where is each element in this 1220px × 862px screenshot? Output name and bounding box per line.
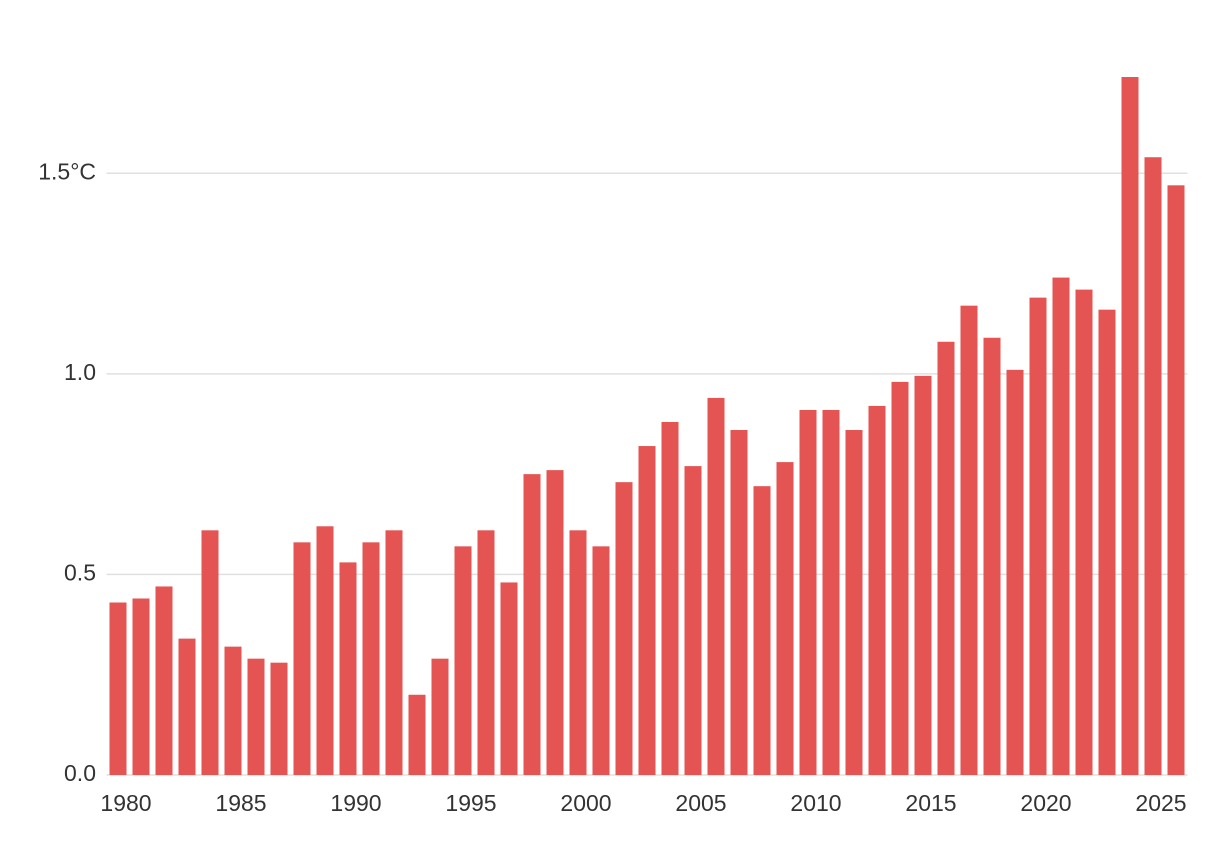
- bar: [1006, 369, 1024, 775]
- x-tick-label: 2025: [1135, 790, 1186, 816]
- bar: [1098, 309, 1116, 775]
- bar: [500, 582, 518, 775]
- bar: [707, 397, 725, 775]
- bar: [109, 602, 127, 775]
- bar: [776, 462, 794, 775]
- bar: [431, 658, 449, 775]
- bar: [684, 466, 702, 775]
- bar: [937, 341, 955, 775]
- bar: [546, 470, 564, 775]
- bar: [132, 598, 150, 775]
- x-tick-label: 1985: [215, 790, 266, 816]
- bar: [523, 474, 541, 775]
- x-tick-label: 2010: [790, 790, 841, 816]
- bar: [362, 542, 380, 775]
- x-tick-label: 1990: [330, 790, 381, 816]
- bar: [293, 542, 311, 775]
- x-tick-label: 1980: [100, 790, 151, 816]
- x-tick-label: 2020: [1020, 790, 1071, 816]
- bar: [822, 409, 840, 775]
- y-tick-label: 1.0: [64, 359, 96, 385]
- bar: [201, 530, 219, 775]
- bar: [753, 486, 771, 775]
- x-tick-label: 2000: [560, 790, 611, 816]
- bar: [661, 421, 679, 775]
- bar: [914, 375, 932, 775]
- bar: [477, 530, 495, 775]
- bar: [454, 546, 472, 775]
- bar: [1167, 185, 1185, 775]
- x-tick-label: 2005: [675, 790, 726, 816]
- bar: [638, 446, 656, 775]
- bar: [1075, 289, 1093, 775]
- bar: [155, 586, 173, 775]
- y-tick-label: 1.5°C: [38, 158, 96, 184]
- bar: [891, 381, 909, 775]
- bar: [224, 646, 242, 775]
- bar: [385, 530, 403, 775]
- bar: [845, 430, 863, 775]
- bar: [408, 694, 426, 775]
- bar: [270, 662, 288, 775]
- bar: [1029, 297, 1047, 775]
- bar: [592, 546, 610, 775]
- bar: [339, 562, 357, 775]
- x-tick-label: 1995: [445, 790, 496, 816]
- bar: [983, 337, 1001, 775]
- bar: [316, 526, 334, 775]
- bar: [1121, 77, 1139, 776]
- bar: [569, 530, 587, 775]
- bar: [178, 638, 196, 775]
- bar: [247, 658, 265, 775]
- bar: [1144, 157, 1162, 776]
- bar: [730, 430, 748, 775]
- bar: [615, 482, 633, 775]
- x-tick-label: 2015: [905, 790, 956, 816]
- bar: [1052, 277, 1070, 775]
- bar: [960, 305, 978, 775]
- bar: [799, 409, 817, 775]
- y-tick-label: 0.0: [64, 760, 96, 786]
- y-tick-label: 0.5: [64, 560, 96, 586]
- bar: [868, 405, 886, 775]
